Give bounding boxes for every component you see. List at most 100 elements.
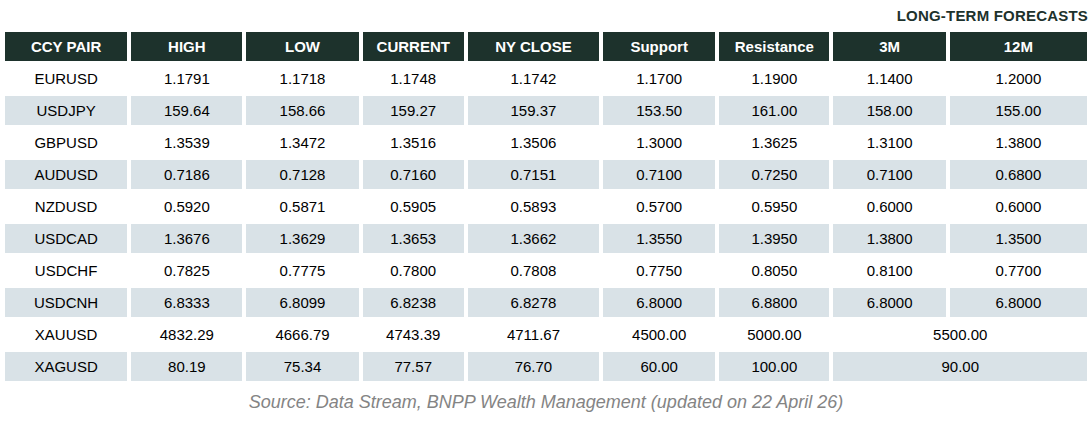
column-header-resistance: Resistance bbox=[719, 32, 829, 61]
column-header-12m: 12M bbox=[950, 32, 1087, 61]
pair-cell: XAUUSD bbox=[5, 320, 127, 349]
value-cell: 1.3625 bbox=[719, 128, 829, 157]
value-cell: 0.7160 bbox=[363, 160, 464, 189]
value-cell: 1.3800 bbox=[950, 128, 1087, 157]
value-cell: 0.7100 bbox=[603, 160, 715, 189]
column-header-support: Support bbox=[603, 32, 715, 61]
value-cell: 60.00 bbox=[603, 352, 715, 381]
value-cell: 1.1748 bbox=[363, 64, 464, 93]
value-cell: 1.1700 bbox=[603, 64, 715, 93]
value-cell: 90.00 bbox=[833, 352, 1087, 381]
value-cell: 159.64 bbox=[131, 96, 242, 125]
value-cell: 6.8238 bbox=[363, 288, 464, 317]
value-cell: 158.66 bbox=[246, 96, 358, 125]
value-cell: 0.5920 bbox=[131, 192, 242, 221]
value-cell: 153.50 bbox=[603, 96, 715, 125]
long-term-forecasts-title: LONG-TERM FORECASTS bbox=[897, 7, 1088, 24]
value-cell: 75.34 bbox=[246, 352, 358, 381]
value-cell: 161.00 bbox=[719, 96, 829, 125]
pair-cell: NZDUSD bbox=[5, 192, 127, 221]
value-cell: 1.3950 bbox=[719, 224, 829, 253]
table-row-usdcnh: USDCNH6.83336.80996.82386.82786.80006.88… bbox=[5, 288, 1087, 317]
value-cell: 1.3539 bbox=[131, 128, 242, 157]
table-row-usdchf: USDCHF0.78250.77750.78000.78080.77500.80… bbox=[5, 256, 1087, 285]
table-row-usdjpy: USDJPY159.64158.66159.27159.37153.50161.… bbox=[5, 96, 1087, 125]
table-row-xagusd: XAGUSD80.1975.3477.5776.7060.00100.0090.… bbox=[5, 352, 1087, 381]
pair-cell: USDCNH bbox=[5, 288, 127, 317]
column-header-high: HIGH bbox=[131, 32, 242, 61]
value-cell: 1.1742 bbox=[468, 64, 599, 93]
value-cell: 0.7128 bbox=[246, 160, 358, 189]
value-cell: 1.3662 bbox=[468, 224, 599, 253]
value-cell: 1.3516 bbox=[363, 128, 464, 157]
fx-forecast-report: LONG-TERM FORECASTS CCY PAIRHIGHLOWCURRE… bbox=[0, 0, 1092, 425]
value-cell: 1.3500 bbox=[950, 224, 1087, 253]
value-cell: 4711.67 bbox=[468, 320, 599, 349]
value-cell: 0.7808 bbox=[468, 256, 599, 285]
source-note: Source: Data Stream, BNPP Wealth Managem… bbox=[0, 392, 1092, 413]
value-cell: 1.3506 bbox=[468, 128, 599, 157]
table-row-usdcad: USDCAD1.36761.36291.36531.36621.35501.39… bbox=[5, 224, 1087, 253]
value-cell: 0.8050 bbox=[719, 256, 829, 285]
value-cell: 1.3676 bbox=[131, 224, 242, 253]
value-cell: 1.1791 bbox=[131, 64, 242, 93]
value-cell: 1.3550 bbox=[603, 224, 715, 253]
value-cell: 0.6000 bbox=[833, 192, 945, 221]
value-cell: 1.1400 bbox=[833, 64, 945, 93]
pair-cell: AUDUSD bbox=[5, 160, 127, 189]
value-cell: 158.00 bbox=[833, 96, 945, 125]
table-row-audusd: AUDUSD0.71860.71280.71600.71510.71000.72… bbox=[5, 160, 1087, 189]
value-cell: 6.8278 bbox=[468, 288, 599, 317]
value-cell: 0.5950 bbox=[719, 192, 829, 221]
value-cell: 6.8099 bbox=[246, 288, 358, 317]
value-cell: 6.8000 bbox=[833, 288, 945, 317]
value-cell: 80.19 bbox=[131, 352, 242, 381]
value-cell: 159.27 bbox=[363, 96, 464, 125]
value-cell: 0.5905 bbox=[363, 192, 464, 221]
pair-cell: USDCAD bbox=[5, 224, 127, 253]
value-cell: 4666.79 bbox=[246, 320, 358, 349]
value-cell: 0.7100 bbox=[833, 160, 945, 189]
value-cell: 0.5871 bbox=[246, 192, 358, 221]
value-cell: 0.7825 bbox=[131, 256, 242, 285]
value-cell: 76.70 bbox=[468, 352, 599, 381]
value-cell: 1.1900 bbox=[719, 64, 829, 93]
value-cell: 0.6800 bbox=[950, 160, 1087, 189]
value-cell: 1.3653 bbox=[363, 224, 464, 253]
value-cell: 0.8100 bbox=[833, 256, 945, 285]
value-cell: 1.1718 bbox=[246, 64, 358, 93]
value-cell: 77.57 bbox=[363, 352, 464, 381]
value-cell: 4500.00 bbox=[603, 320, 715, 349]
value-cell: 5500.00 bbox=[833, 320, 1087, 349]
table-row-xauusd: XAUUSD4832.294666.794743.394711.674500.0… bbox=[5, 320, 1087, 349]
column-header-ccy-pair: CCY PAIR bbox=[5, 32, 127, 61]
value-cell: 100.00 bbox=[719, 352, 829, 381]
value-cell: 0.7700 bbox=[950, 256, 1087, 285]
value-cell: 1.3629 bbox=[246, 224, 358, 253]
fx-forecast-table: CCY PAIRHIGHLOWCURRENTNY CLOSESupportRes… bbox=[1, 29, 1091, 384]
value-cell: 6.8000 bbox=[950, 288, 1087, 317]
pair-cell: USDCHF bbox=[5, 256, 127, 285]
value-cell: 1.3100 bbox=[833, 128, 945, 157]
value-cell: 0.7800 bbox=[363, 256, 464, 285]
value-cell: 0.6000 bbox=[950, 192, 1087, 221]
value-cell: 0.7151 bbox=[468, 160, 599, 189]
value-cell: 4832.29 bbox=[131, 320, 242, 349]
column-header-current: CURRENT bbox=[363, 32, 464, 61]
value-cell: 1.3000 bbox=[603, 128, 715, 157]
table-row-eurusd: EURUSD1.17911.17181.17481.17421.17001.19… bbox=[5, 64, 1087, 93]
table-header-row: CCY PAIRHIGHLOWCURRENTNY CLOSESupportRes… bbox=[5, 32, 1087, 61]
value-cell: 1.3800 bbox=[833, 224, 945, 253]
pair-cell: GBPUSD bbox=[5, 128, 127, 157]
value-cell: 0.5700 bbox=[603, 192, 715, 221]
value-cell: 1.2000 bbox=[950, 64, 1087, 93]
pair-cell: USDJPY bbox=[5, 96, 127, 125]
column-header-3m: 3M bbox=[833, 32, 945, 61]
value-cell: 6.8000 bbox=[603, 288, 715, 317]
pair-cell: EURUSD bbox=[5, 64, 127, 93]
value-cell: 6.8333 bbox=[131, 288, 242, 317]
value-cell: 155.00 bbox=[950, 96, 1087, 125]
value-cell: 0.7750 bbox=[603, 256, 715, 285]
value-cell: 5000.00 bbox=[719, 320, 829, 349]
table-row-nzdusd: NZDUSD0.59200.58710.59050.58930.57000.59… bbox=[5, 192, 1087, 221]
